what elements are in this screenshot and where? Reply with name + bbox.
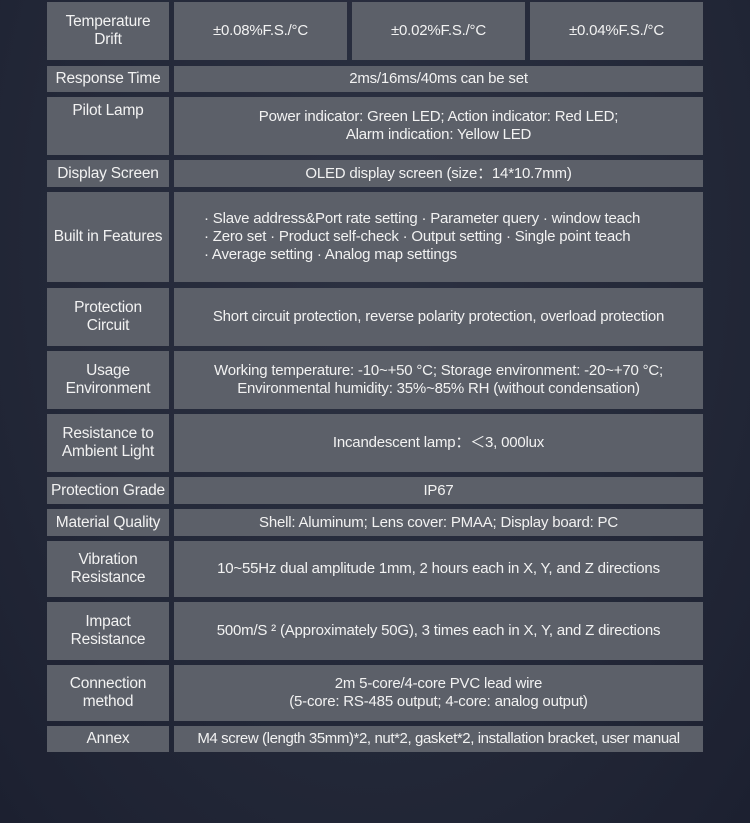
value-built-in-features: · Slave address&Port rate setting · Para… bbox=[174, 192, 703, 282]
value-pilot-lamp: Power indicator: Green LED; Action indic… bbox=[174, 97, 703, 155]
label-protection-circuit: Protection Circuit bbox=[47, 288, 169, 346]
label-temperature-drift: Temperature Drift bbox=[47, 2, 169, 60]
label-ambient-light: Resistance to Ambient Light bbox=[47, 414, 169, 472]
label-display-screen: Display Screen bbox=[47, 160, 169, 187]
value-protection-circuit: Short circuit protection, reverse polari… bbox=[174, 288, 703, 346]
value-ambient-light: Incandescent lamp：＜3, 000lux bbox=[174, 414, 703, 472]
value-temperature-drift-2: ±0.02%F.S./°C bbox=[352, 2, 525, 60]
value-vibration-resistance: 10~55Hz dual amplitude 1mm, 2 hours each… bbox=[174, 541, 703, 597]
label-response-time: Response Time bbox=[47, 66, 169, 92]
value-display-screen: OLED display screen (size：14*10.7mm) bbox=[174, 160, 703, 187]
value-response-time: 2ms/16ms/40ms can be set bbox=[174, 66, 703, 92]
label-vibration-resistance: Vibration Resistance bbox=[47, 541, 169, 597]
label-protection-grade: Protection Grade bbox=[47, 477, 169, 504]
value-impact-resistance: 500m/S ² (Approximately 50G), 3 times ea… bbox=[174, 602, 703, 660]
label-impact-resistance: Impact Resistance bbox=[47, 602, 169, 660]
label-annex: Annex bbox=[47, 726, 169, 752]
label-pilot-lamp: Pilot Lamp bbox=[47, 97, 169, 155]
label-built-in-features: Built in Features bbox=[47, 192, 169, 282]
value-connection-method: 2m 5-core/4-core PVC lead wire (5-core: … bbox=[174, 665, 703, 721]
label-connection-method: Connection method bbox=[47, 665, 169, 721]
value-material-quality: Shell: Aluminum; Lens cover: PMAA; Displ… bbox=[174, 509, 703, 536]
value-temperature-drift-1: ±0.08%F.S./°C bbox=[174, 2, 347, 60]
value-usage-environment: Working temperature: -10~+50 °C; Storage… bbox=[174, 351, 703, 409]
value-temperature-drift-3: ±0.04%F.S./°C bbox=[530, 2, 703, 60]
value-annex: M4 screw (length 35mm)*2, nut*2, gasket*… bbox=[174, 726, 703, 752]
label-material-quality: Material Quality bbox=[47, 509, 169, 536]
value-protection-grade: IP67 bbox=[174, 477, 703, 504]
label-usage-environment: Usage Environment bbox=[47, 351, 169, 409]
